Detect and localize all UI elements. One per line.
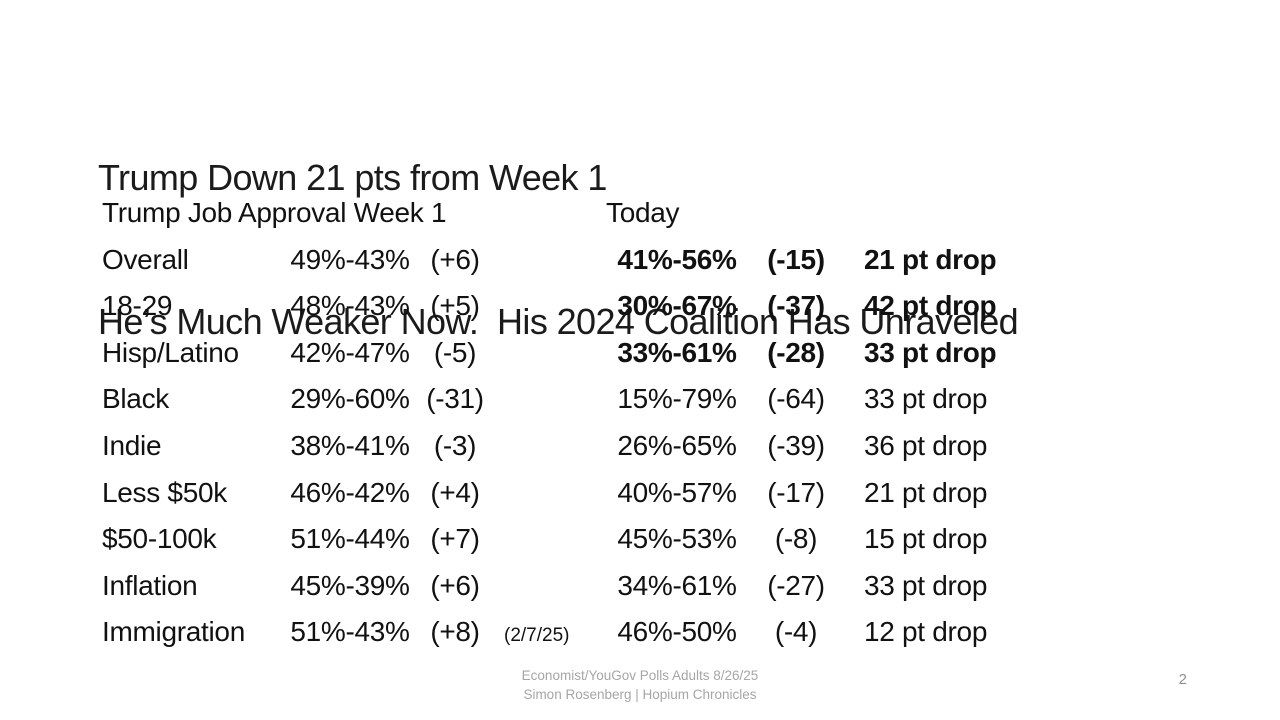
point-drop: 33 pt drop [864,569,988,601]
footer-source-line: Economist/YouGov Polls Adults 8/26/25 [521,668,759,683]
today-value: 41%-56% [617,243,737,275]
table-row: Black 29%-60% (-31) 15%-79% (-64) 33 pt … [102,376,996,423]
today-change: (-17) [767,476,825,508]
table-row: Indie 38%-41% (-3) 26%-65% (-39) 36 pt d… [102,423,996,470]
table-row: Hisp/Latino 42%-47% (-5) 33%-61% (-28) 3… [102,330,997,377]
week1-value: 51%-44% [290,523,410,555]
week1-change: (-31) [426,383,484,415]
week1-change: (+7) [430,523,480,555]
today-value: 26%-65% [617,429,737,461]
row-label: Black [102,383,169,415]
table-row: Immigration 51%-43% (+8) (2/7/25) 46%-50… [102,609,996,656]
week1-value: 49%-43% [290,243,410,275]
week1-change: (+4) [430,476,480,508]
today-value: 30%-67% [617,290,737,322]
week1-date-note: (2/7/25) [504,625,570,647]
point-drop: 33 pt drop [864,336,997,368]
today-value: 15%-79% [617,383,737,415]
week1-change: (+5) [430,290,480,322]
week1-value: 38%-41% [290,429,410,461]
table-row: Less $50k 46%-42% (+4) 40%-57% (-17) 21 … [102,470,996,517]
today-change: (-37) [767,290,825,322]
week1-value: 42%-47% [290,336,410,368]
today-change: (-27) [767,569,825,601]
row-label: Immigration [102,616,245,648]
header-week1: Trump Job Approval Week 1 [102,197,447,228]
row-label: Indie [102,429,162,461]
point-drop: 36 pt drop [864,429,988,461]
today-value: 46%-50% [617,616,737,648]
table-row: Overall 49%-43% (+6) 41%-56% (-15) 21 pt… [102,237,997,284]
week1-value: 45%-39% [290,569,410,601]
point-drop: 12 pt drop [864,616,988,648]
week1-change: (-5) [433,336,477,368]
week1-value: 51%-43% [290,616,410,648]
table-row: 18-29 48%-43% (+5) 30%-67% (-37) 42 pt d… [102,283,997,330]
page-number: 2 [1178,671,1187,688]
today-change: (-39) [767,429,825,461]
today-value: 40%-57% [617,476,737,508]
week1-change: (+8) [430,616,480,648]
slide-title: Trump Down 21 pts from Week 1 He’s Much … [98,58,1019,442]
today-change: (-8) [774,523,818,555]
table-row: $50-100k 51%-44% (+7) 45%-53% (-8) 15 pt… [102,516,996,563]
week1-change: (-3) [433,429,477,461]
table-row: Inflation 45%-39% (+6) 34%-61% (-27) 33 … [102,563,996,610]
row-label: Inflation [102,569,198,601]
row-label: 18-29 [102,290,173,322]
footer-author-line: Simon Rosenberg | Hopium Chronicles [523,687,757,702]
approval-table-body: Overall 49%-43% (+6) 41%-56% (-15) 21 pt… [102,237,997,656]
week1-value: 46%-42% [290,476,410,508]
today-value: 45%-53% [617,523,737,555]
slide-title-line-2: He’s Much Weaker Now. His 2024 Coalition… [98,301,1019,342]
point-drop: 42 pt drop [864,290,997,322]
point-drop: 33 pt drop [864,383,988,415]
today-value: 33%-61% [617,336,737,368]
approval-table: Trump Job Approval Week 1 Today Overall … [102,190,997,656]
week1-value: 48%-43% [290,290,410,322]
header-today: Today [606,197,680,228]
row-label: Hisp/Latino [102,336,239,368]
slide-footer: Economist/YouGov Polls Adults 8/26/25 Si… [0,666,1280,704]
week1-change: (+6) [430,243,480,275]
today-change: (-4) [774,616,818,648]
week1-change: (+6) [430,569,480,601]
point-drop: 21 pt drop [864,243,997,275]
today-change: (-64) [767,383,825,415]
today-change: (-28) [767,336,825,368]
week1-value: 29%-60% [290,383,410,415]
row-label: Less $50k [102,476,227,508]
today-value: 34%-61% [617,569,737,601]
point-drop: 21 pt drop [864,476,988,508]
today-change: (-15) [767,243,825,275]
row-label: Overall [102,243,189,275]
approval-table-header: Trump Job Approval Week 1 Today [102,190,996,237]
point-drop: 15 pt drop [864,523,988,555]
slide-title-line-1: Trump Down 21 pts from Week 1 [98,157,607,198]
row-label: $50-100k [102,523,217,555]
